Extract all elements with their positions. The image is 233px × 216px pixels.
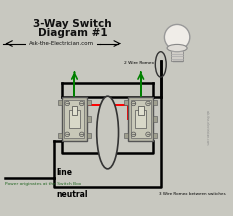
Bar <box>128 97 154 141</box>
Bar <box>65 100 85 138</box>
Bar <box>58 100 62 105</box>
Text: 3 Wire Romex between switches: 3 Wire Romex between switches <box>159 192 226 196</box>
Circle shape <box>65 132 69 137</box>
Bar <box>131 100 151 138</box>
Circle shape <box>79 132 84 137</box>
Bar <box>154 116 157 122</box>
Bar <box>69 110 80 128</box>
Bar <box>87 133 91 138</box>
Ellipse shape <box>167 44 187 52</box>
Bar <box>171 48 183 61</box>
Circle shape <box>79 101 84 106</box>
Circle shape <box>146 101 150 106</box>
Text: ask-the-electrician.com: ask-the-electrician.com <box>205 110 209 146</box>
Bar <box>124 133 128 138</box>
Bar <box>87 116 91 122</box>
Bar <box>154 100 157 105</box>
Text: 3-Way Switch: 3-Way Switch <box>33 19 112 29</box>
Circle shape <box>146 132 150 137</box>
Circle shape <box>65 101 69 106</box>
Circle shape <box>131 101 136 106</box>
Bar <box>135 110 146 128</box>
Bar <box>72 106 77 115</box>
Bar <box>154 133 157 138</box>
Text: Ask-the-Electrician.com: Ask-the-Electrician.com <box>29 41 94 46</box>
Circle shape <box>164 24 190 50</box>
Text: 2 Wire Romex: 2 Wire Romex <box>124 61 154 65</box>
Text: Power originates at the Switch Box: Power originates at the Switch Box <box>4 182 81 186</box>
Bar <box>62 97 87 141</box>
Bar <box>58 133 62 138</box>
Text: neutral: neutral <box>56 190 88 199</box>
Text: Diagram #1: Diagram #1 <box>38 28 107 38</box>
Bar <box>138 106 144 115</box>
Text: line: line <box>56 168 72 177</box>
Ellipse shape <box>97 96 119 169</box>
Circle shape <box>131 132 136 137</box>
Bar <box>124 100 128 105</box>
Bar <box>87 100 91 105</box>
